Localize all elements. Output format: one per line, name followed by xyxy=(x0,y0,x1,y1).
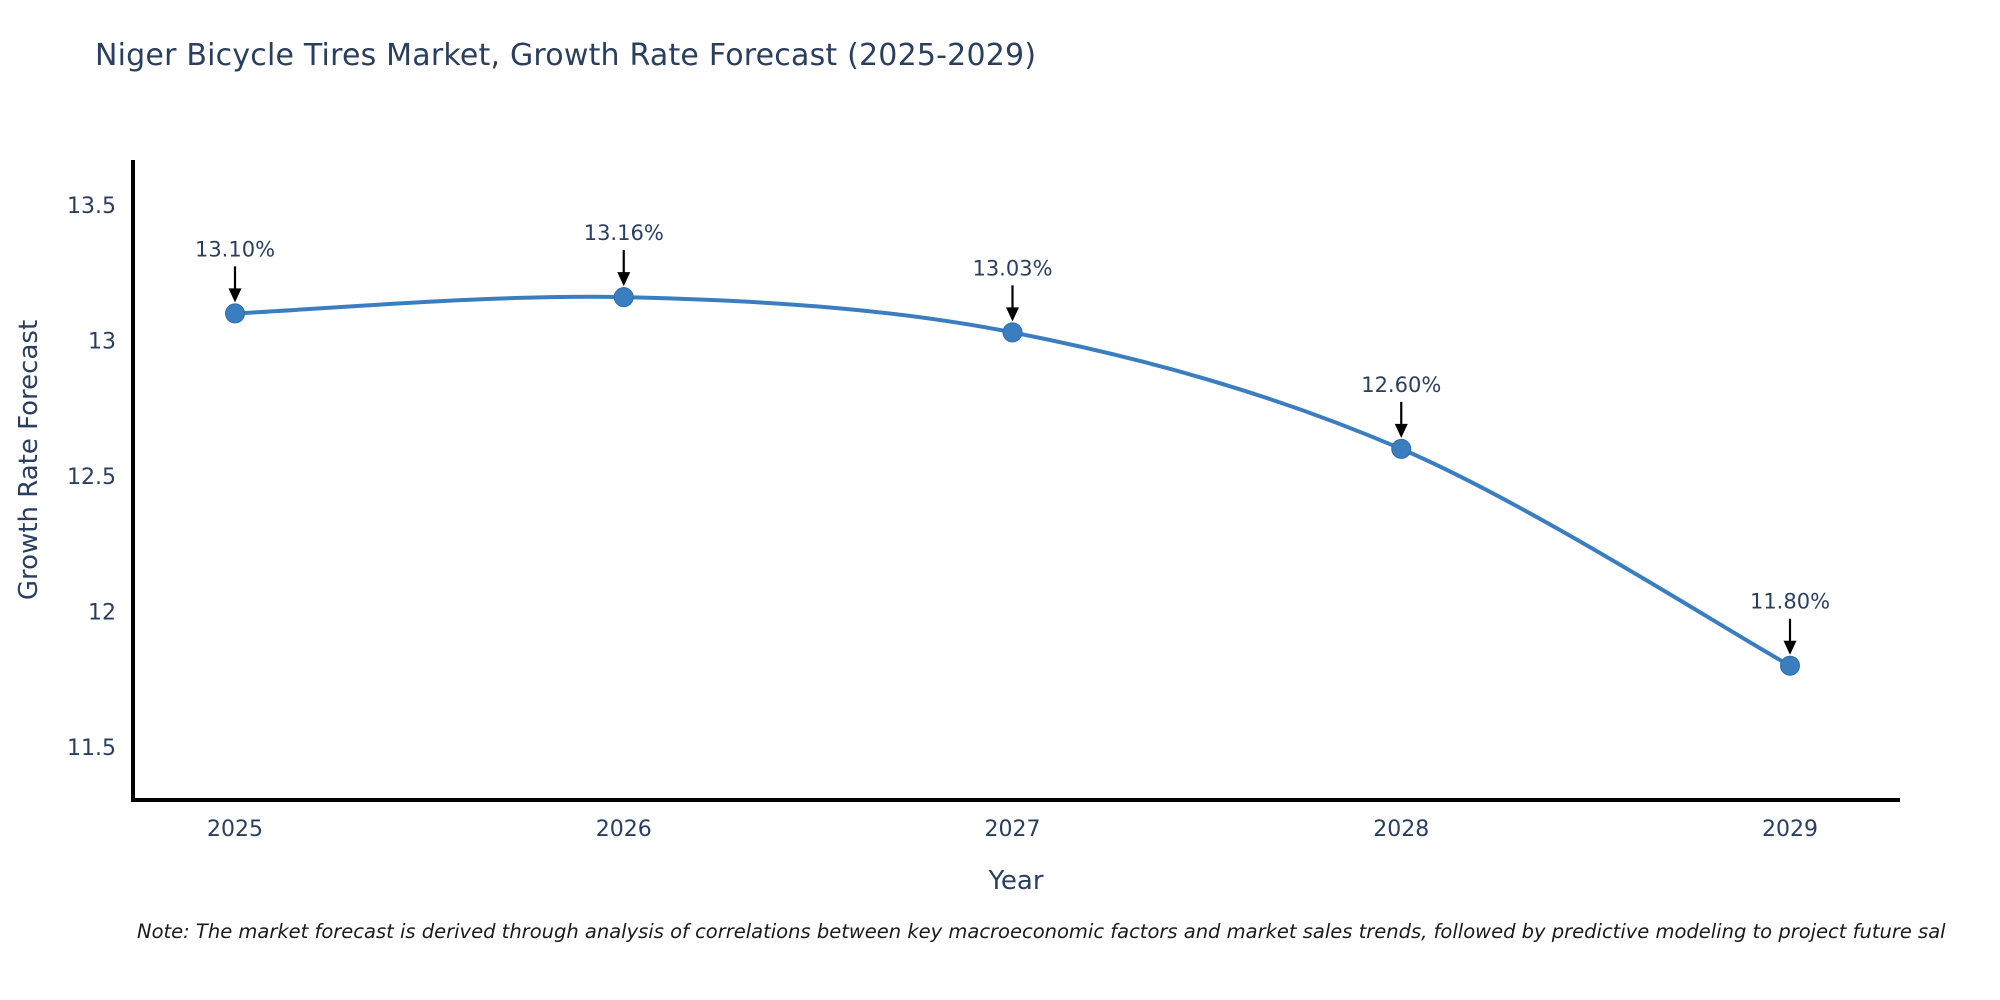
y-tick-label: 12 xyxy=(88,601,116,626)
x-tick-label: 2028 xyxy=(1373,817,1429,842)
x-tick-label: 2029 xyxy=(1762,817,1818,842)
annotation-arrow-head xyxy=(1006,307,1019,322)
annotation-label: 13.16% xyxy=(584,221,664,245)
y-tick-label: 13.5 xyxy=(67,194,116,219)
chart-title: Niger Bicycle Tires Market, Growth Rate … xyxy=(95,38,1037,73)
annotation-arrow-head xyxy=(617,272,631,287)
series-line xyxy=(234,294,1791,668)
annotation-label: 11.80% xyxy=(1750,590,1830,614)
data-point-marker xyxy=(225,303,245,324)
y-tick-label: 11.5 xyxy=(67,736,116,761)
x-tick-label: 2026 xyxy=(596,817,652,842)
x-axis-title: Year xyxy=(988,866,1044,896)
annotation-arrow-head xyxy=(1394,423,1408,438)
footnote: Note: The market forecast is derived thr… xyxy=(137,920,1946,943)
annotation-arrow-head xyxy=(1783,640,1797,655)
x-tick-label: 2025 xyxy=(207,817,263,842)
data-point-marker xyxy=(1391,438,1412,459)
annotation-label: 12.60% xyxy=(1361,373,1441,397)
annotation-arrow-head xyxy=(228,288,242,303)
y-tick-label: 13 xyxy=(88,330,116,355)
y-axis-title: Growth Rate Forecast xyxy=(14,319,44,601)
annotation-label: 13.10% xyxy=(195,237,275,261)
x-tick-label: 2027 xyxy=(985,817,1041,842)
data-point-marker xyxy=(613,287,634,308)
data-point-marker xyxy=(1002,322,1023,343)
annotation-label: 13.03% xyxy=(972,256,1052,280)
y-tick-label: 12.5 xyxy=(67,465,116,490)
data-point-marker xyxy=(1780,655,1800,676)
